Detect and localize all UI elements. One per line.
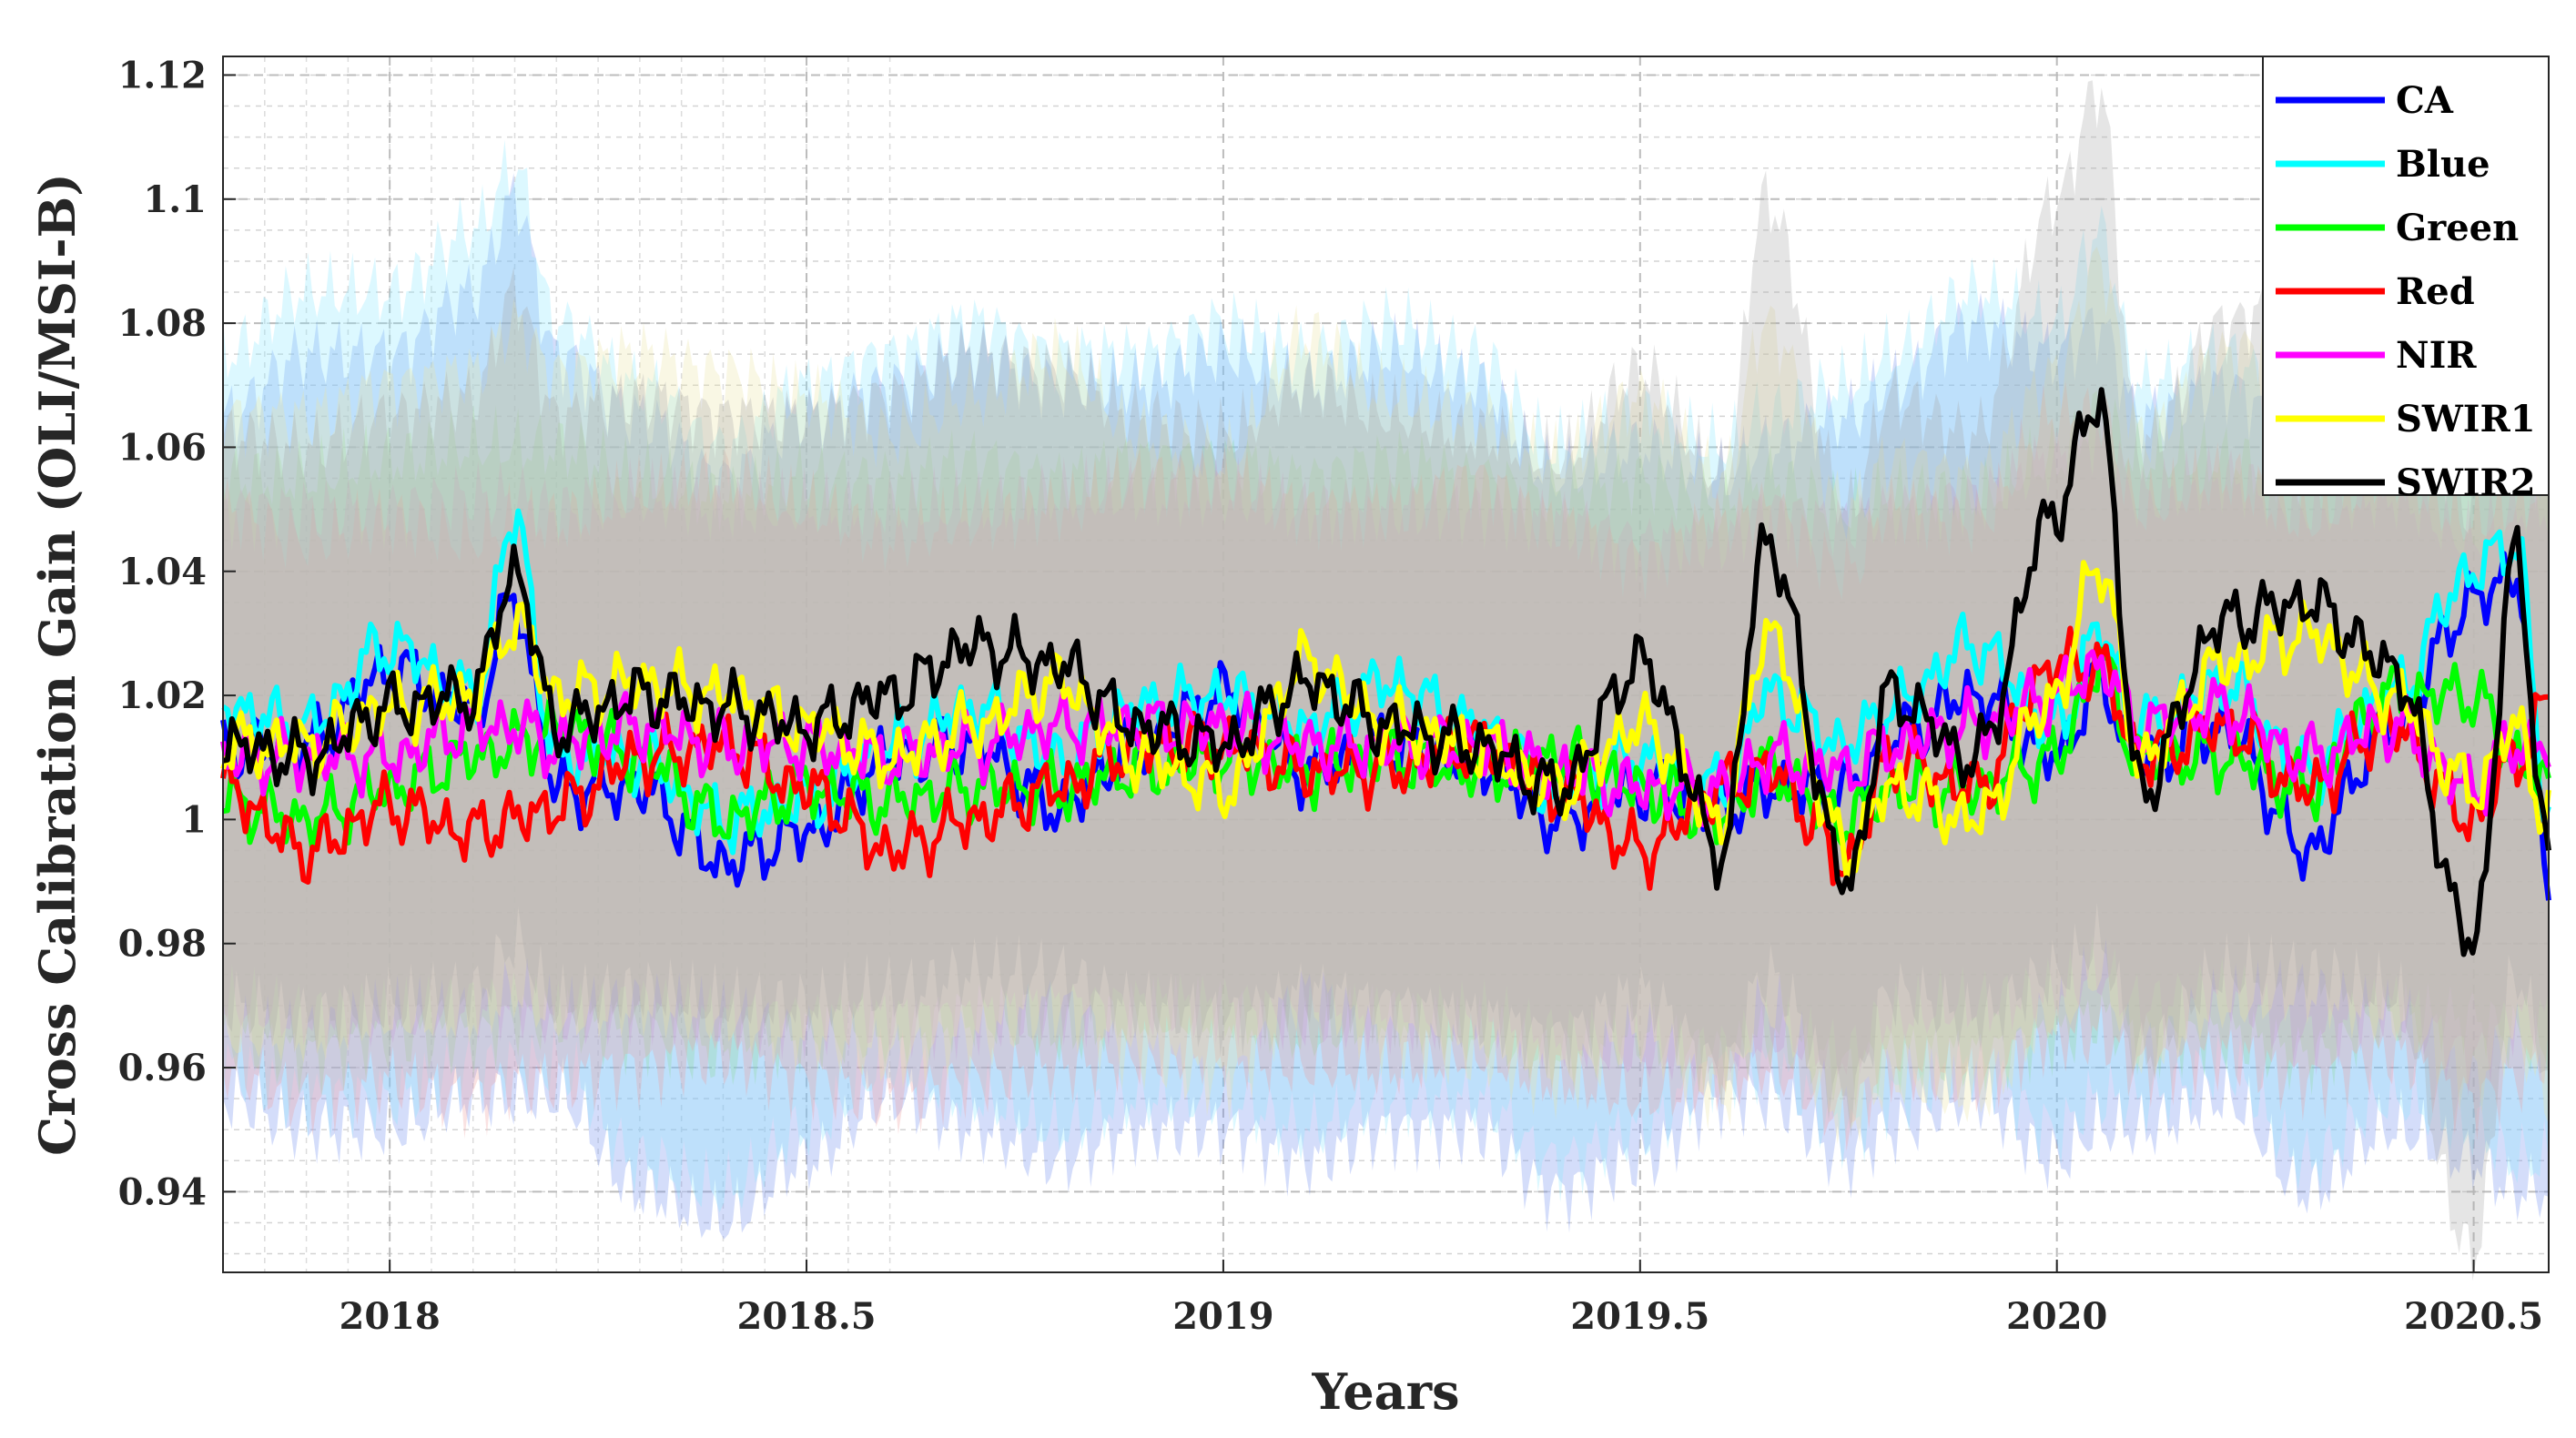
legend-label-nir: NIR <box>2396 334 2477 377</box>
plot-area <box>220 56 2551 1281</box>
legend-label-green: Green <box>2396 207 2519 249</box>
band-swir2 <box>223 80 2549 1281</box>
y-tick-label: 1.1 <box>143 178 207 221</box>
y-axis-ticks: 0.94 0.96 0.98 1 1.02 1.04 1.06 1.08 1.1 1.12 <box>118 54 236 1213</box>
band-blue <box>223 139 2549 1213</box>
x-tick-label: 2019.5 <box>1570 1295 1709 1338</box>
y-tick-label: 1.06 <box>118 426 207 469</box>
y-tick-label: 0.98 <box>118 923 207 966</box>
x-tick-label: 2020 <box>2006 1295 2107 1338</box>
x-tick-label: 2018.5 <box>736 1295 876 1338</box>
legend-label-ca: CA <box>2396 79 2454 122</box>
band-ca <box>223 173 2549 1240</box>
series-lines <box>220 387 2551 957</box>
legend-label-swir1: SWIR1 <box>2396 398 2536 441</box>
y-tick-label: 1.08 <box>118 302 207 345</box>
legend-label-swir2: SWIR2 <box>2396 461 2536 504</box>
y-tick-label: 0.94 <box>118 1170 207 1213</box>
axes-frame <box>222 56 2550 1273</box>
x-tick-label: 2018 <box>339 1295 440 1338</box>
legend: CA Blue Green Red NIR SWIR1 SWIR2 <box>2262 56 2550 504</box>
x-axis-label: Years <box>1311 1362 1459 1421</box>
band-red <box>223 380 2549 1151</box>
x-axis-ticks: 2018 2018.5 2019 2019.5 2020 2020.5 <box>339 1260 2543 1338</box>
uncertainty-bands <box>223 80 2549 1281</box>
series-line-nir <box>220 649 2551 828</box>
y-tick-label: 1.02 <box>118 674 207 717</box>
legend-label-red: Red <box>2396 270 2475 313</box>
y-tick-label: 1.12 <box>118 54 207 96</box>
legend-label-blue: Blue <box>2396 143 2490 186</box>
y-axis-label: Cross Calibration Gain (OLI/MSI-B) <box>28 173 86 1156</box>
series-line-swir2 <box>222 387 2551 957</box>
y-tick-label: 1.04 <box>118 551 207 593</box>
y-tick-label: 0.96 <box>118 1047 207 1089</box>
legend-box <box>2262 56 2550 496</box>
x-tick-label: 2019 <box>1172 1295 1273 1338</box>
y-tick-label: 1 <box>181 798 207 841</box>
x-tick-label: 2020.5 <box>2404 1295 2543 1338</box>
